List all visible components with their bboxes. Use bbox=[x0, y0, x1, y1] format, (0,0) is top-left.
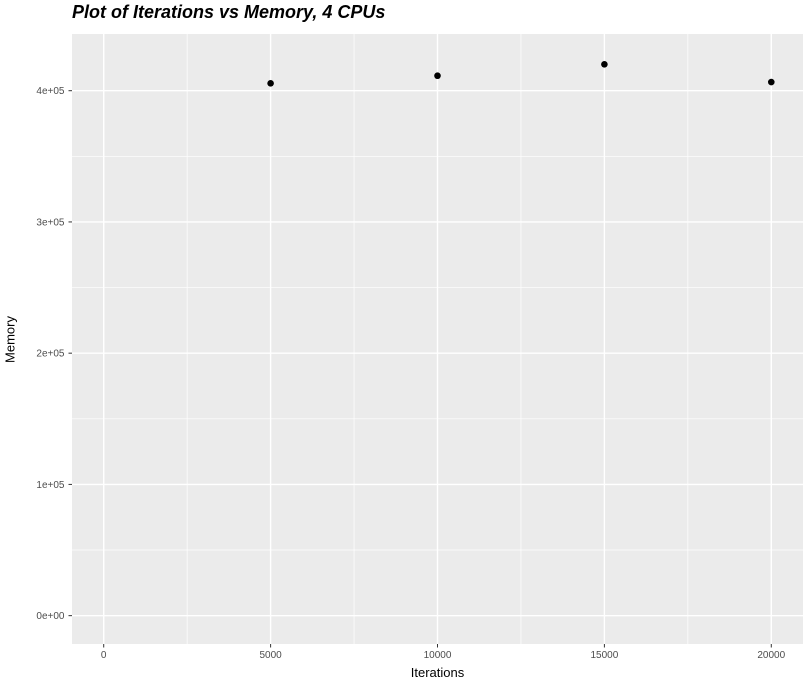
x-tick-label: 15000 bbox=[590, 650, 618, 661]
y-tick-label: 1e+05 bbox=[36, 480, 65, 491]
data-point bbox=[767, 78, 775, 86]
x-tick-label: 10000 bbox=[424, 650, 452, 661]
data-point bbox=[267, 80, 274, 87]
chart-title: Plot of Iterations vs Memory, 4 CPUs bbox=[72, 2, 386, 22]
x-tick-label: 5000 bbox=[259, 650, 282, 661]
x-tick-label: 20000 bbox=[757, 650, 785, 661]
x-axis-title: Iterations bbox=[410, 665, 465, 680]
y-tick-label: 0e+00 bbox=[36, 611, 65, 622]
y-tick-label: 2e+05 bbox=[36, 349, 65, 360]
data-point bbox=[601, 61, 608, 68]
y-tick-label: 3e+05 bbox=[36, 217, 65, 228]
data-point bbox=[434, 72, 441, 80]
x-tick-label: 0 bbox=[101, 650, 107, 661]
y-tick-label: 4e+05 bbox=[36, 86, 65, 97]
